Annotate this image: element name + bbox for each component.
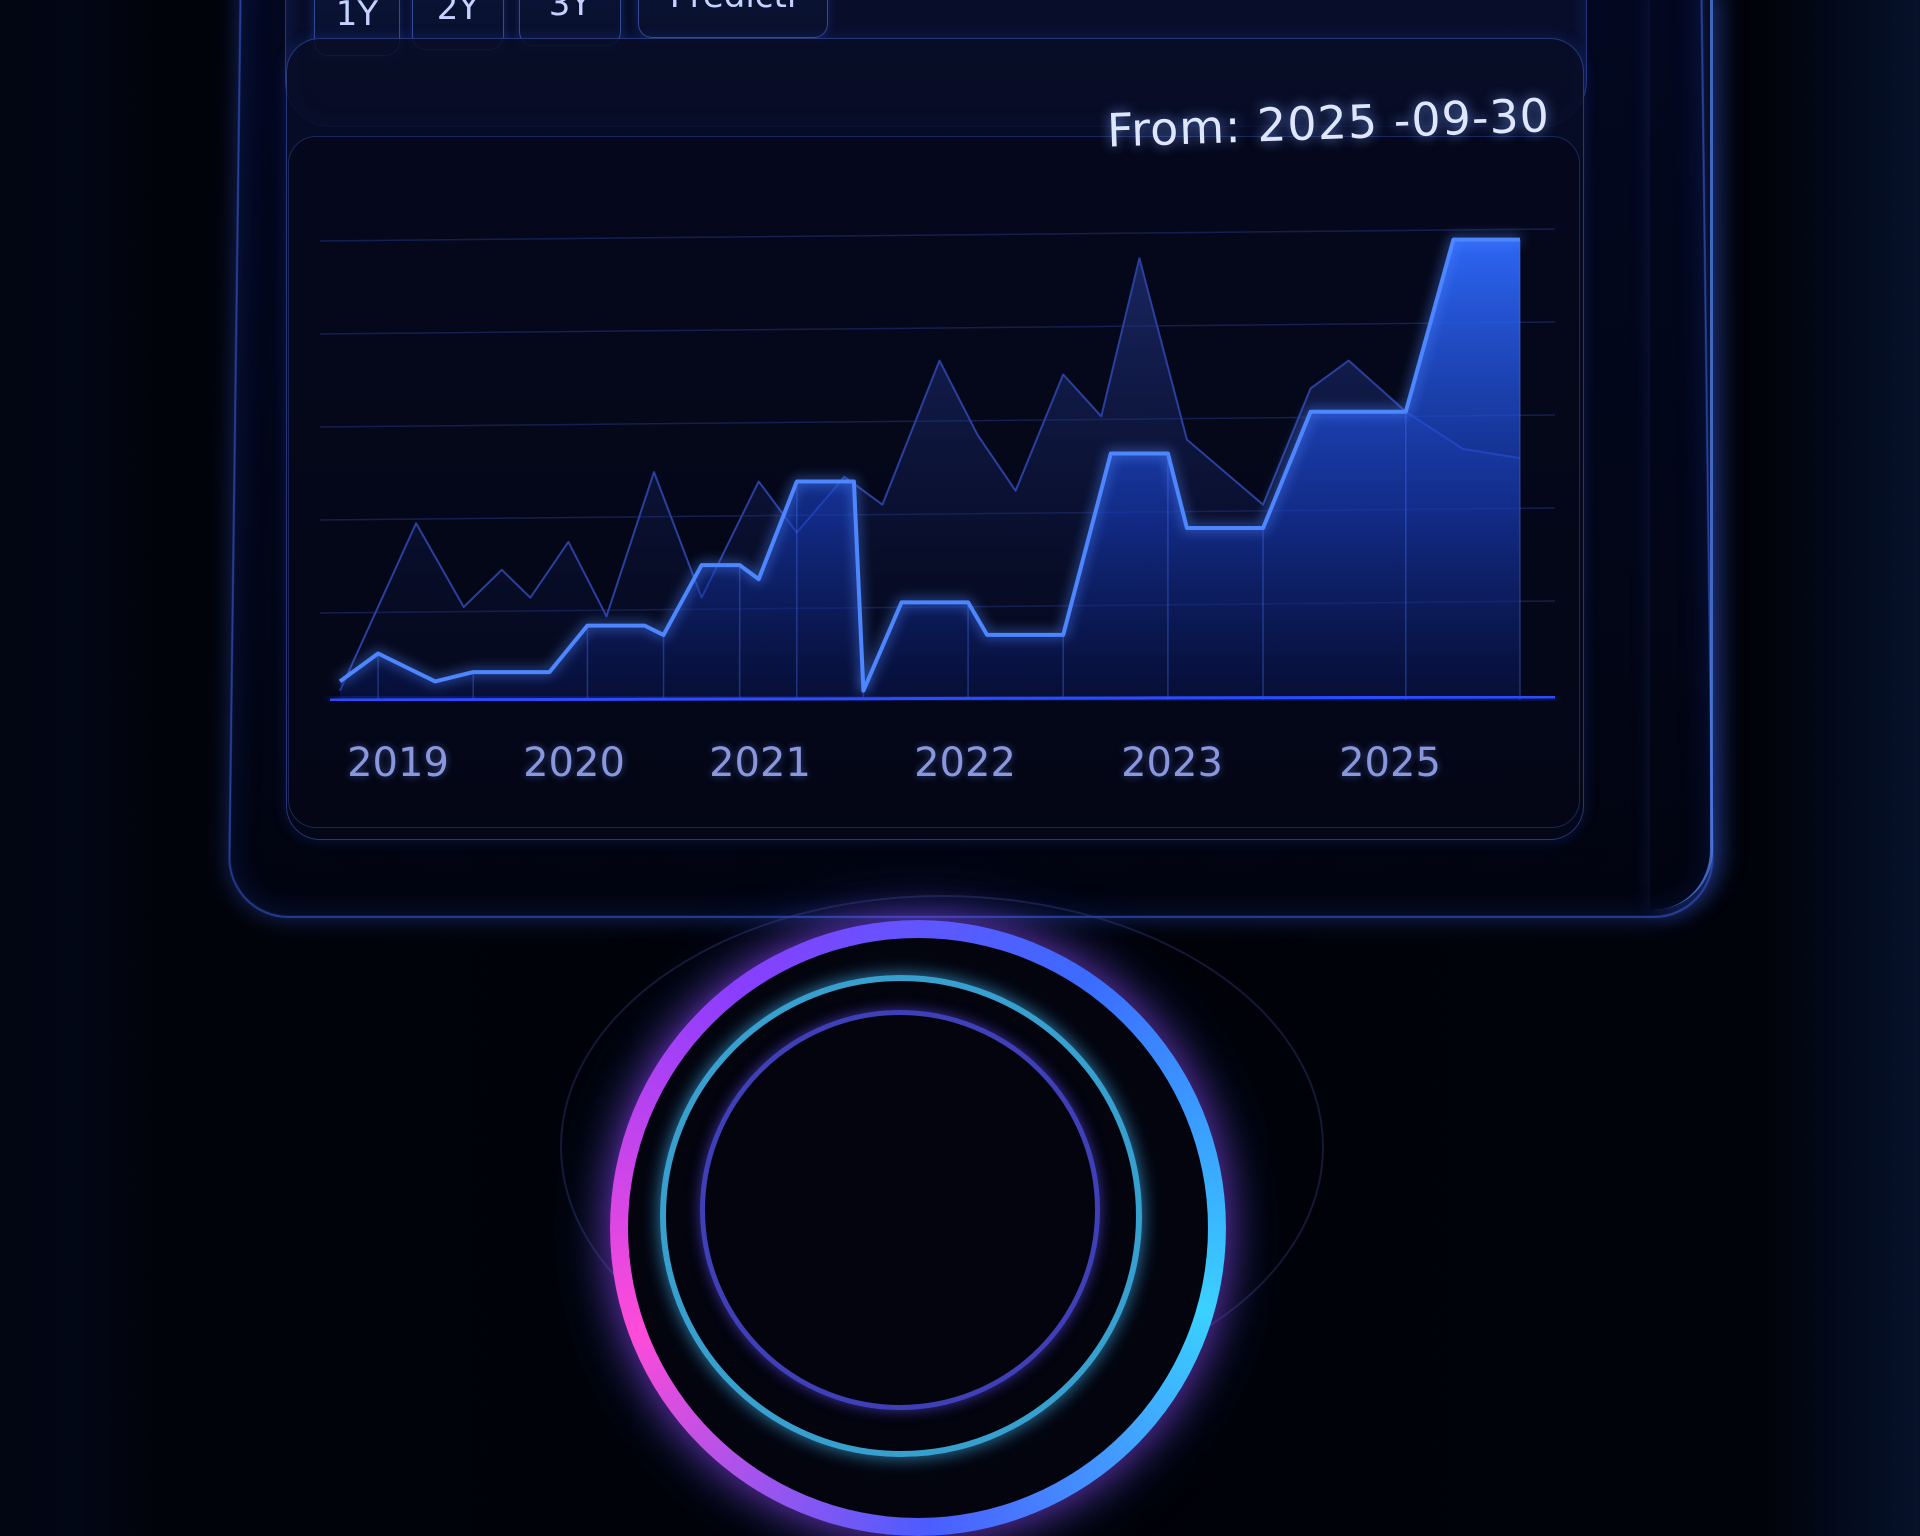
x-tick-label: 2019 (328, 740, 468, 786)
gridline (320, 322, 1555, 334)
stage: 1Y 2Y 3Y Predicti From: 2025 -09-30 (0, 0, 1920, 1080)
x-tick-label: 2021 (690, 740, 830, 786)
x-tick-label: 2020 (504, 740, 644, 786)
power-ring-inner (700, 1010, 1100, 1410)
x-tick-label: 2022 (895, 740, 1035, 786)
gridline (320, 229, 1555, 241)
x-tick-label: 2023 (1102, 740, 1242, 786)
x-tick-label: 2025 (1320, 740, 1460, 786)
